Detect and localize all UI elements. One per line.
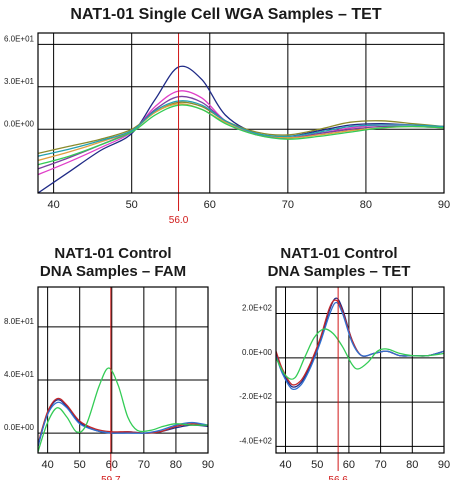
series-line <box>276 299 444 386</box>
series-line <box>38 65 444 193</box>
series-line <box>38 401 208 446</box>
y-tick-label: 0.0E+00 <box>4 423 35 432</box>
x-tick-label: 60 <box>343 459 355 471</box>
series-group <box>276 297 444 391</box>
chart-title-top: NAT1-01 Single Cell WGA Samples – TET <box>70 6 382 23</box>
x-tick-label: 80 <box>360 199 372 211</box>
x-tick-label: 90 <box>438 199 450 211</box>
plot-frame <box>37 286 209 454</box>
x-tick-label: 70 <box>138 459 150 471</box>
marker-label: 56.0 <box>169 215 189 226</box>
y-tick-label: 4.0E+01 <box>4 370 35 379</box>
y-tick-label: -2.0E+02 <box>239 392 272 401</box>
series-group <box>38 65 444 193</box>
x-tick-label: 80 <box>170 459 182 471</box>
x-tick-label: 50 <box>74 459 86 471</box>
y-tick-label: 6.0E+01 <box>4 34 35 43</box>
y-tick-label: 3.0E+01 <box>4 77 35 86</box>
marker-label: 59.7 <box>101 475 121 480</box>
x-tick-label: 70 <box>282 199 294 211</box>
x-tick-label: 70 <box>374 459 386 471</box>
x-tick-label: 40 <box>41 459 53 471</box>
chart-title-bottom-left-line1: NAT1-01 Control <box>54 245 172 262</box>
x-tick-label: 50 <box>311 459 323 471</box>
series-line <box>276 328 444 380</box>
chart-title-bottom-left: NAT1-01 Control DNA Samples – FAM <box>0 245 226 281</box>
y-tick-label: 8.0E+01 <box>4 317 35 326</box>
x-tick-label: 50 <box>126 199 138 211</box>
chart-title-bottom-left-line2: DNA Samples – FAM <box>39 263 187 280</box>
x-tick-label: 40 <box>279 459 291 471</box>
chart-title-bottom-right: NAT1-01 Control DNA Samples – TET <box>226 245 452 281</box>
series-line <box>276 301 444 391</box>
series-line <box>38 104 444 166</box>
x-tick-label: 60 <box>106 459 118 471</box>
series-line <box>276 297 444 388</box>
plot-frame <box>37 32 445 194</box>
x-tick-label: 40 <box>47 199 59 211</box>
chart-title-bottom-right-line2: DNA Samples – TET <box>267 263 411 280</box>
series-line <box>38 100 444 157</box>
chart-title-bottom-right-line1: NAT1-01 Control <box>280 245 398 262</box>
x-tick-label: 90 <box>202 459 214 471</box>
y-tick-label: 0.0E+00 <box>242 348 273 357</box>
x-tick-label: 80 <box>406 459 418 471</box>
marker-label: 56.6 <box>328 475 348 480</box>
y-tick-label: 2.0E+02 <box>242 304 273 313</box>
series-line <box>38 367 208 452</box>
plot-frame <box>275 286 445 454</box>
x-tick-label: 60 <box>204 199 216 211</box>
series-group <box>38 367 208 452</box>
y-tick-label: -4.0E+02 <box>239 436 272 445</box>
y-tick-label: 0.0E+00 <box>4 119 35 128</box>
x-tick-label: 90 <box>438 459 450 471</box>
series-line <box>38 397 208 444</box>
